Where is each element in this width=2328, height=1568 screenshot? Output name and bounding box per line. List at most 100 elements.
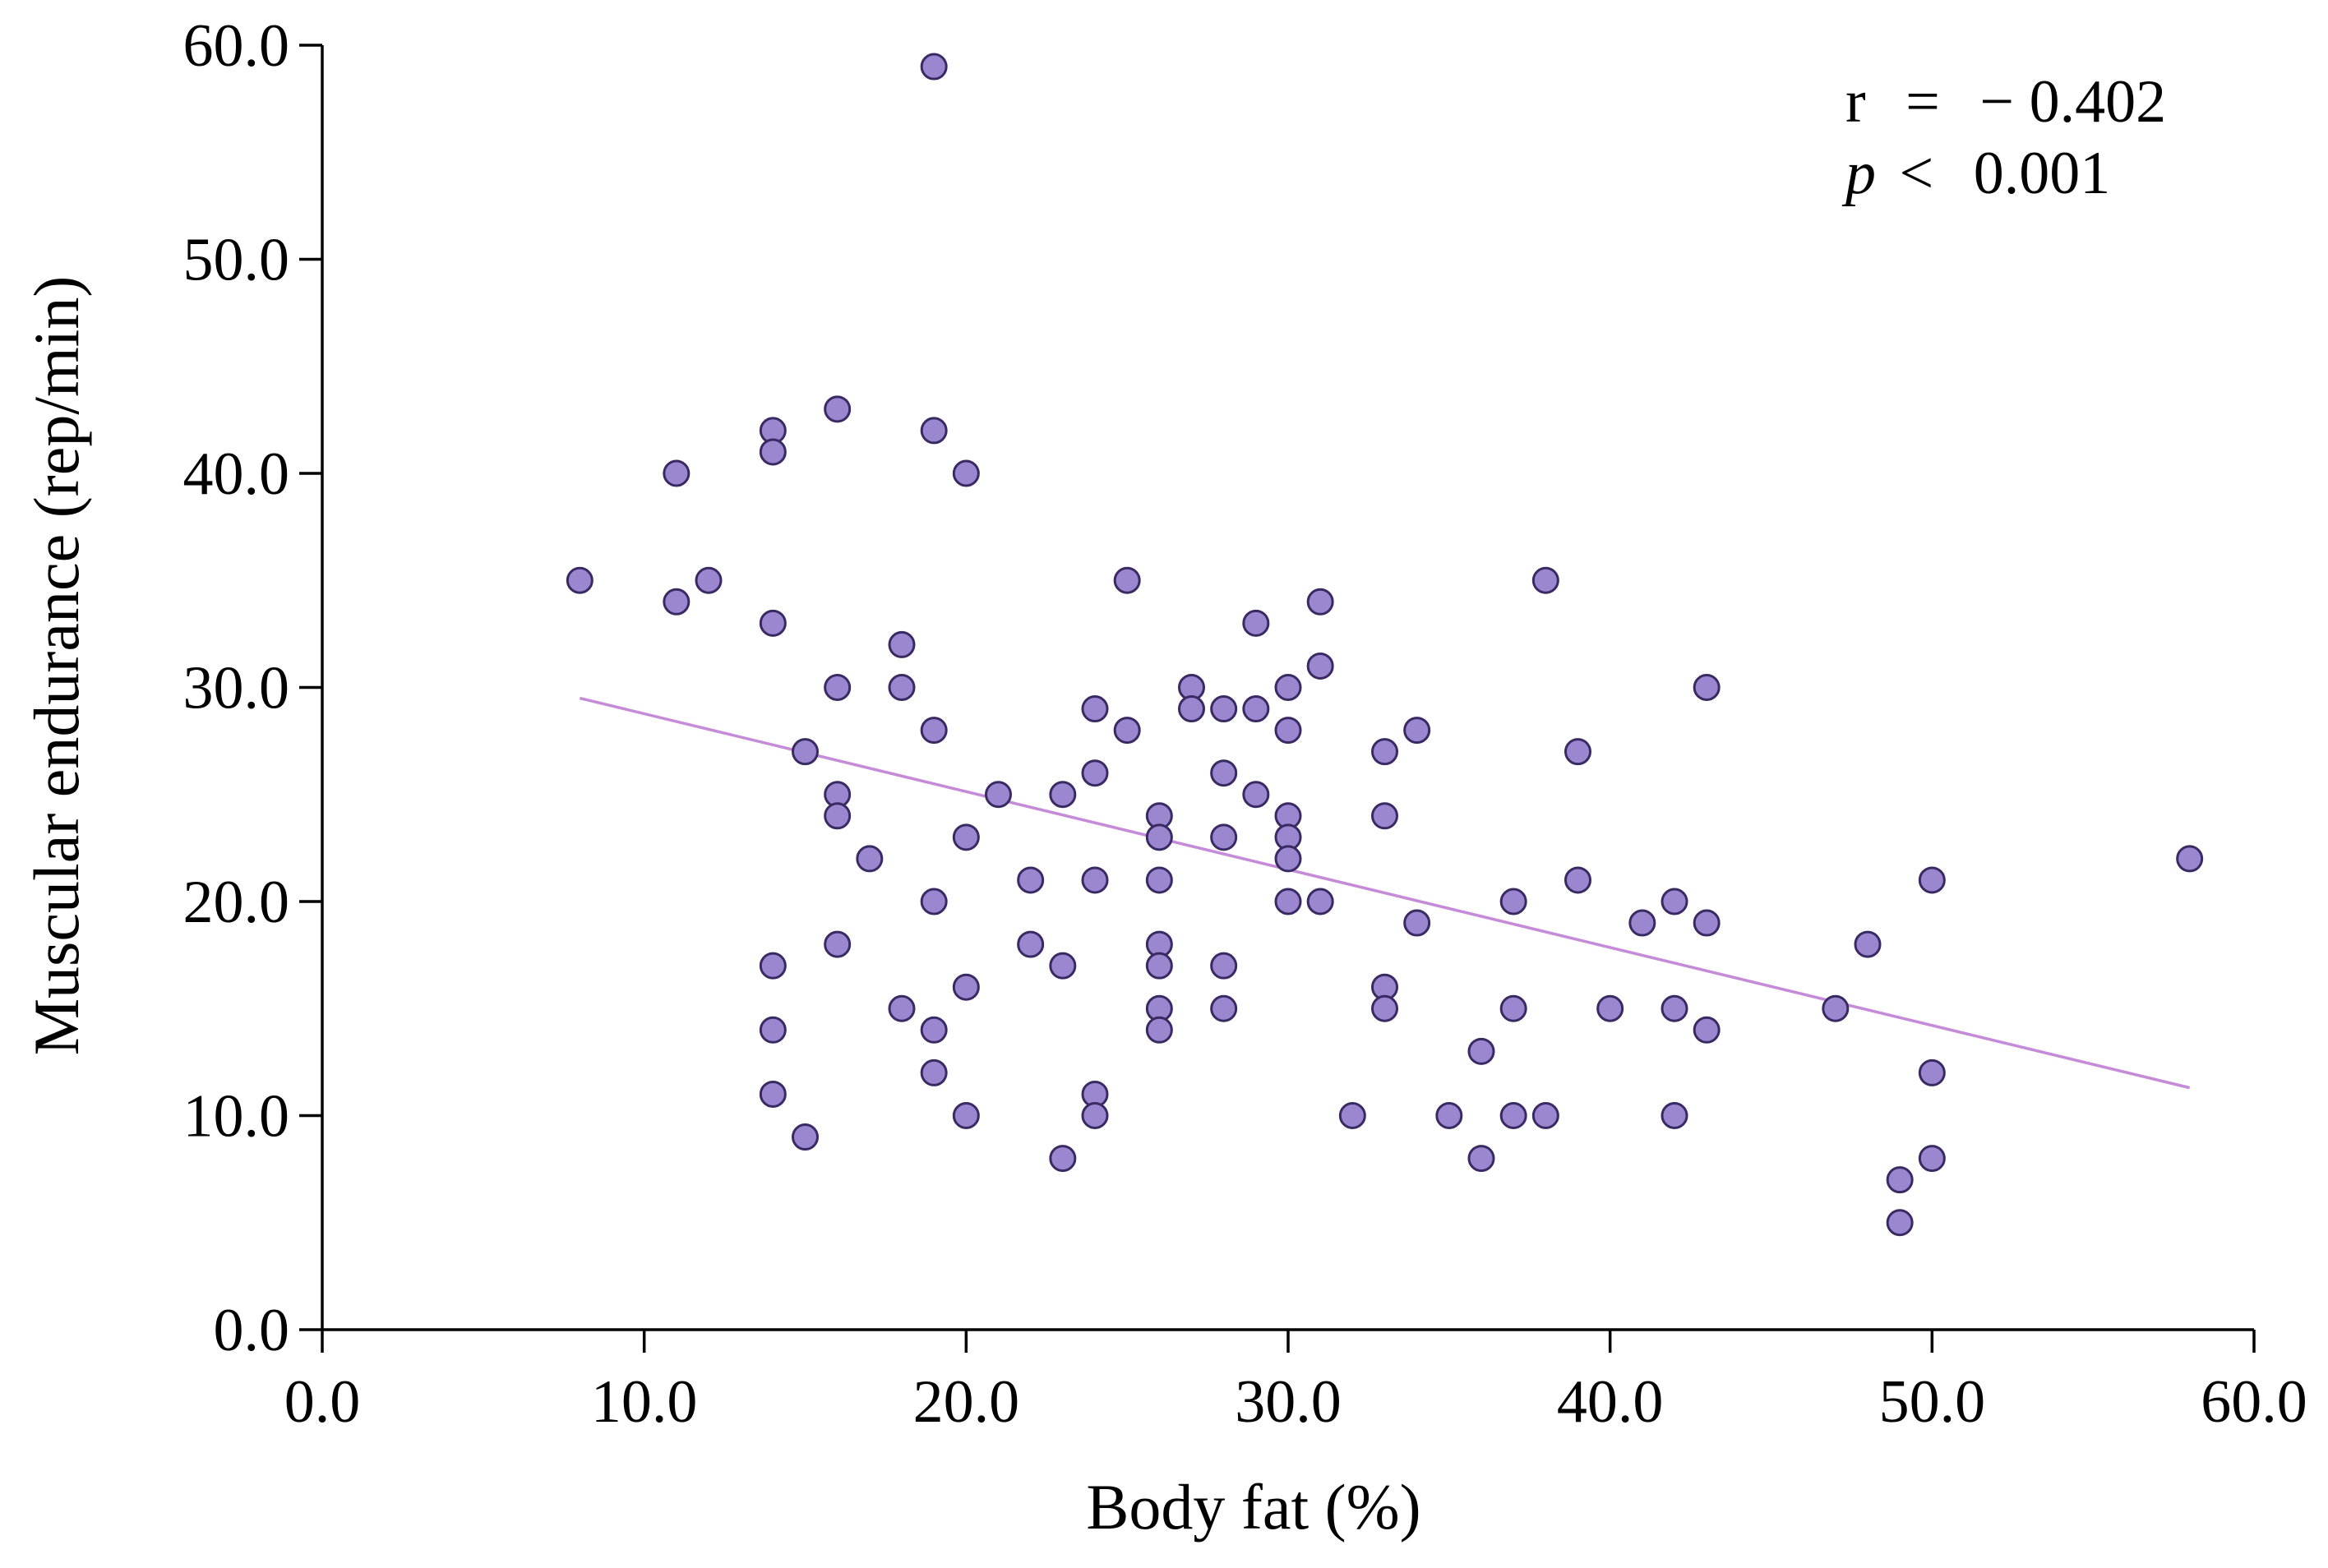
data-point <box>952 459 980 487</box>
data-point <box>1049 781 1077 809</box>
svg-text:p < 0.001: p < 0.001 <box>1841 140 2110 207</box>
data-point <box>1628 909 1656 937</box>
data-point <box>920 417 948 445</box>
data-point <box>920 717 948 745</box>
data-point <box>1274 845 1302 873</box>
data-point <box>888 994 916 1022</box>
data-point <box>824 674 852 701</box>
data-point <box>792 738 819 766</box>
x-tick-label: 0.0 <box>284 1368 361 1436</box>
data-point <box>1049 952 1077 980</box>
data-point <box>856 845 884 873</box>
data-point <box>1242 781 1270 809</box>
x-tick-label: 20.0 <box>913 1368 1020 1436</box>
y-tick-label: 40.0 <box>183 440 290 508</box>
y-tick-label: 20.0 <box>183 869 290 936</box>
data-point <box>952 823 980 851</box>
data-point <box>1854 930 1882 958</box>
data-point <box>759 1016 787 1044</box>
x-tick-label: 30.0 <box>1235 1368 1342 1436</box>
data-point <box>1371 994 1398 1022</box>
regression-line <box>579 696 2191 1090</box>
data-point <box>1403 717 1431 745</box>
data-point <box>1274 888 1302 915</box>
r-equals: = <box>1905 68 1940 136</box>
data-point <box>1242 609 1270 637</box>
data-point <box>1017 930 1045 958</box>
data-point <box>663 588 691 616</box>
data-point <box>920 1058 948 1086</box>
data-point <box>1693 1016 1721 1044</box>
data-point <box>1145 866 1173 894</box>
data-point <box>1178 695 1205 723</box>
data-point <box>1371 802 1398 830</box>
data-point <box>1210 695 1238 723</box>
data-point <box>1918 866 1946 894</box>
p-value: 0.001 <box>1974 140 2111 207</box>
data-point <box>1338 1102 1366 1129</box>
y-tick-label: 0.0 <box>214 1297 290 1364</box>
data-point <box>1467 1037 1495 1065</box>
data-point <box>952 1102 980 1129</box>
data-point <box>1499 1102 1527 1129</box>
stat-annotation: r = − 0.402 p < 0.001 <box>1841 68 2166 207</box>
data-point <box>1564 866 1591 894</box>
x-tick-label: 10.0 <box>591 1368 698 1436</box>
data-point <box>1081 695 1109 723</box>
data-point <box>1822 994 1850 1022</box>
data-point <box>1306 652 1334 680</box>
y-axis-title: Muscular endurance (rep/min) <box>21 276 92 1056</box>
data-point <box>1210 823 1238 851</box>
p-label: p <box>1841 140 1876 207</box>
data-point <box>1113 717 1141 745</box>
data-point <box>1918 1058 1946 1086</box>
data-point <box>920 53 948 81</box>
data-point <box>1918 1145 1946 1173</box>
r-label: r <box>1845 68 1866 136</box>
data-point <box>792 1123 819 1151</box>
data-point <box>1145 952 1173 980</box>
data-point <box>2176 845 2204 873</box>
data-point <box>920 1016 948 1044</box>
y-tick-label: 10.0 <box>183 1083 290 1151</box>
data-point <box>1371 738 1398 766</box>
data-point <box>1693 909 1721 937</box>
data-point <box>1661 888 1688 915</box>
x-tick-label: 50.0 <box>1879 1368 1986 1436</box>
data-point <box>952 973 980 1001</box>
data-point <box>1531 1102 1559 1129</box>
data-point <box>1499 994 1527 1022</box>
data-point <box>1049 1145 1077 1173</box>
data-point <box>1564 738 1591 766</box>
data-point <box>1661 1102 1688 1129</box>
y-tick-label: 30.0 <box>183 655 290 722</box>
data-point <box>1242 695 1270 723</box>
data-point <box>1210 759 1238 787</box>
data-point <box>888 674 916 701</box>
svg-text:r = − 0.402: r = − 0.402 <box>1845 68 2166 136</box>
data-point <box>663 459 691 487</box>
data-point <box>1081 759 1109 787</box>
data-point <box>1210 952 1238 980</box>
data-point <box>985 781 1012 809</box>
data-point <box>1693 674 1721 701</box>
data-point <box>1661 994 1688 1022</box>
data-point <box>1017 866 1045 894</box>
data-point <box>759 1080 787 1108</box>
data-point <box>759 438 787 466</box>
data-point <box>1274 717 1302 745</box>
x-tick-label: 60.0 <box>2201 1368 2307 1436</box>
data-point <box>824 395 852 423</box>
r-value: − 0.402 <box>1979 68 2166 136</box>
data-point <box>1467 1145 1495 1173</box>
data-point <box>920 888 948 915</box>
data-point <box>566 566 594 594</box>
x-axis-title: Body fat (%) <box>1086 1471 1420 1543</box>
data-point <box>1274 674 1302 701</box>
data-point <box>1531 566 1559 594</box>
data-point <box>1113 566 1141 594</box>
data-point <box>1145 1016 1173 1044</box>
data-point <box>695 566 723 594</box>
data-point <box>1145 823 1173 851</box>
